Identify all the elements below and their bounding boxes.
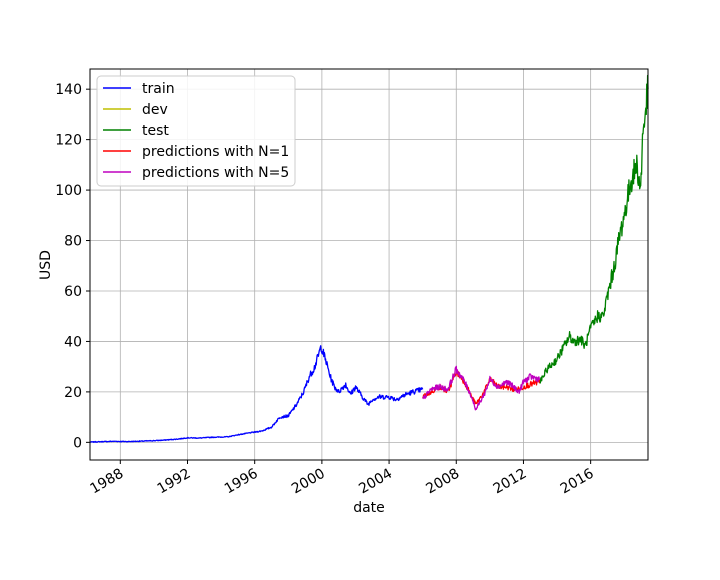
x-tick-label: 1996 — [222, 466, 261, 498]
x-tick-label: 1988 — [87, 466, 126, 498]
y-tick-label: 80 — [64, 234, 82, 250]
x-tick-label: 2008 — [423, 466, 462, 498]
legend-label: predictions with N=1 — [142, 144, 289, 160]
x-tick-label: 1992 — [155, 466, 194, 498]
y-tick-label: 100 — [55, 183, 82, 199]
series-line-test — [539, 74, 649, 384]
legend: train dev test predictions with N=1 predicti… — [96, 75, 296, 187]
grid — [90, 69, 648, 460]
y-tick-label: 120 — [55, 133, 82, 149]
legend-label: predictions with N=5 — [142, 165, 289, 181]
y-tick-label: 20 — [64, 385, 82, 401]
legend-label: dev — [142, 102, 168, 118]
y-axis-label: USD — [38, 250, 54, 280]
y-axis-ticks: 0 20 40 60 80 100 120 140 — [55, 82, 90, 451]
series-line-pred5 — [422, 365, 541, 411]
y-tick-label: 0 — [73, 435, 82, 451]
series-lines — [89, 74, 649, 443]
y-tick-label: 60 — [64, 284, 82, 300]
plot-area-frame — [89, 68, 649, 461]
series-line-train — [89, 345, 424, 443]
legend-label: test — [142, 123, 169, 139]
x-tick-label: 2016 — [558, 466, 597, 498]
legend-label: train — [142, 81, 175, 97]
x-tick-label: 2000 — [289, 466, 328, 498]
y-tick-label: 140 — [55, 82, 82, 98]
legend-box — [96, 75, 296, 187]
x-tick-label: 2004 — [356, 466, 395, 498]
y-tick-label: 40 — [64, 334, 82, 350]
x-axis-ticks: 1988 1992 1996 2000 2004 2008 2012 2016 — [87, 460, 597, 498]
x-tick-label: 2012 — [491, 466, 530, 498]
x-axis-label: date — [353, 500, 385, 516]
